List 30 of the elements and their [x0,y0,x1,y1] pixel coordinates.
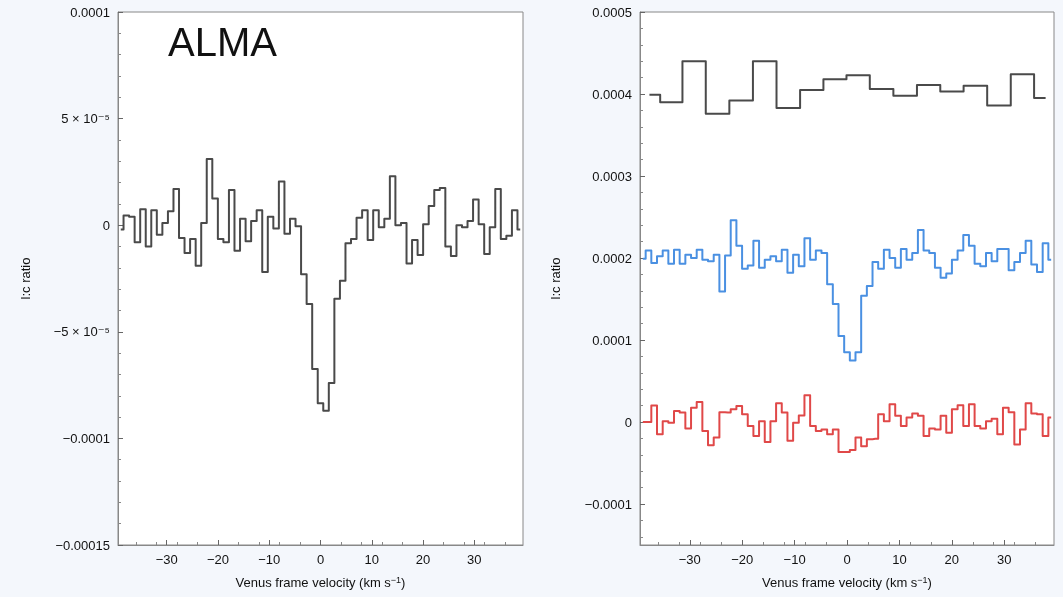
x-tick-label: 0 [316,552,325,567]
x-tick-label: −10 [783,552,806,567]
x-tick-label: 30 [467,552,482,567]
y-axis-title: l:c ratio [18,257,33,300]
y-tick-label: 0.0004 [592,86,632,102]
y-tick-label: 5 × 10⁻⁵ [61,111,110,127]
annotation: ALMA [168,20,278,64]
y-tick-label: −0.00015 [55,537,110,553]
x-tick-label: 10 [364,552,379,567]
x-tick-label: 20 [415,552,431,567]
y-tick-label: 0.0002 [592,250,632,266]
y-tick-label: 0.0001 [592,332,632,348]
x-tick-label: 20 [944,552,960,567]
y-tick-label: −0.0001 [62,430,110,446]
y-tick-label: 0 [624,414,632,430]
y-tick-label: −0.0001 [584,496,632,512]
x-tick-label: 0 [843,552,851,567]
y-axis-title: l:c ratio [548,257,563,300]
x-tick-label: −30 [155,552,178,567]
y-tick-label: 0.0003 [592,168,632,184]
x-tick-label: 10 [892,552,907,567]
x-tick-label: −30 [678,552,701,567]
y-tick-label: 0.0001 [70,4,110,20]
x-tick-label: 30 [996,552,1012,567]
y-tick-label: 0.0005 [592,4,632,20]
x-tick-label: −20 [731,552,754,567]
y-tick-label: 0 [102,217,110,233]
x-tick-label: −10 [258,552,281,567]
y-tick-label: −5 × 10⁻⁵ [53,324,110,340]
x-tick-label: −20 [206,552,229,567]
